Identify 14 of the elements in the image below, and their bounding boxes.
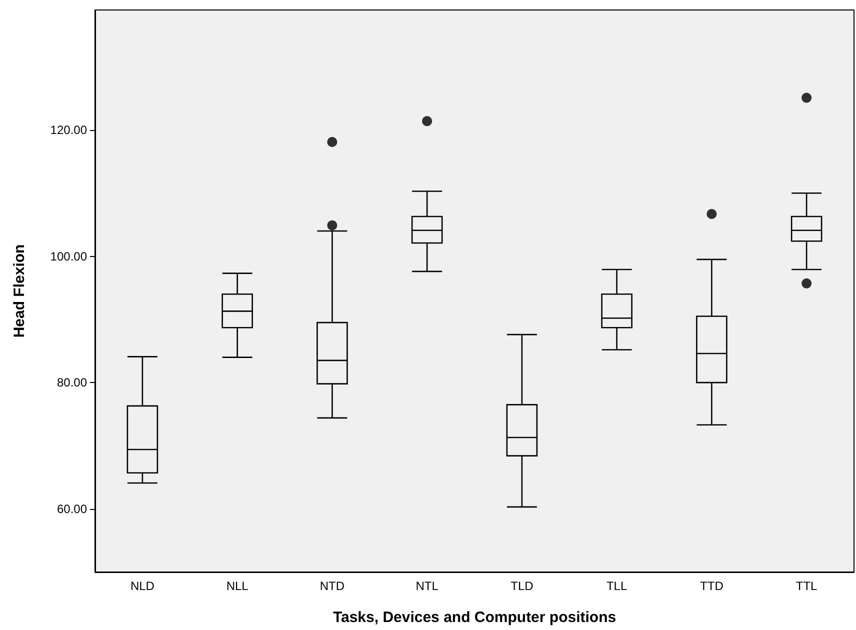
x-tick-label: TTL [796, 579, 818, 593]
x-axis-title: Tasks, Devices and Computer positions [332, 609, 616, 626]
y-tick-label: 120.00 [50, 122, 88, 137]
x-tick-label: TTD [700, 579, 724, 593]
x-tick-label: NLL [226, 579, 249, 593]
y-tick-label: 60.00 [56, 502, 88, 516]
x-tick-label: NTL [416, 579, 439, 593]
y-tick-label: 100.00 [50, 249, 88, 264]
x-tick-label: NLD [130, 579, 155, 593]
x-tick-label: TLD [510, 579, 534, 593]
y-tick-label: 80.00 [56, 376, 88, 390]
x-tick-label: NTD [320, 579, 345, 593]
y-axis-title: Head Flexion [11, 244, 28, 338]
x-tick-label: TLL [606, 579, 628, 593]
